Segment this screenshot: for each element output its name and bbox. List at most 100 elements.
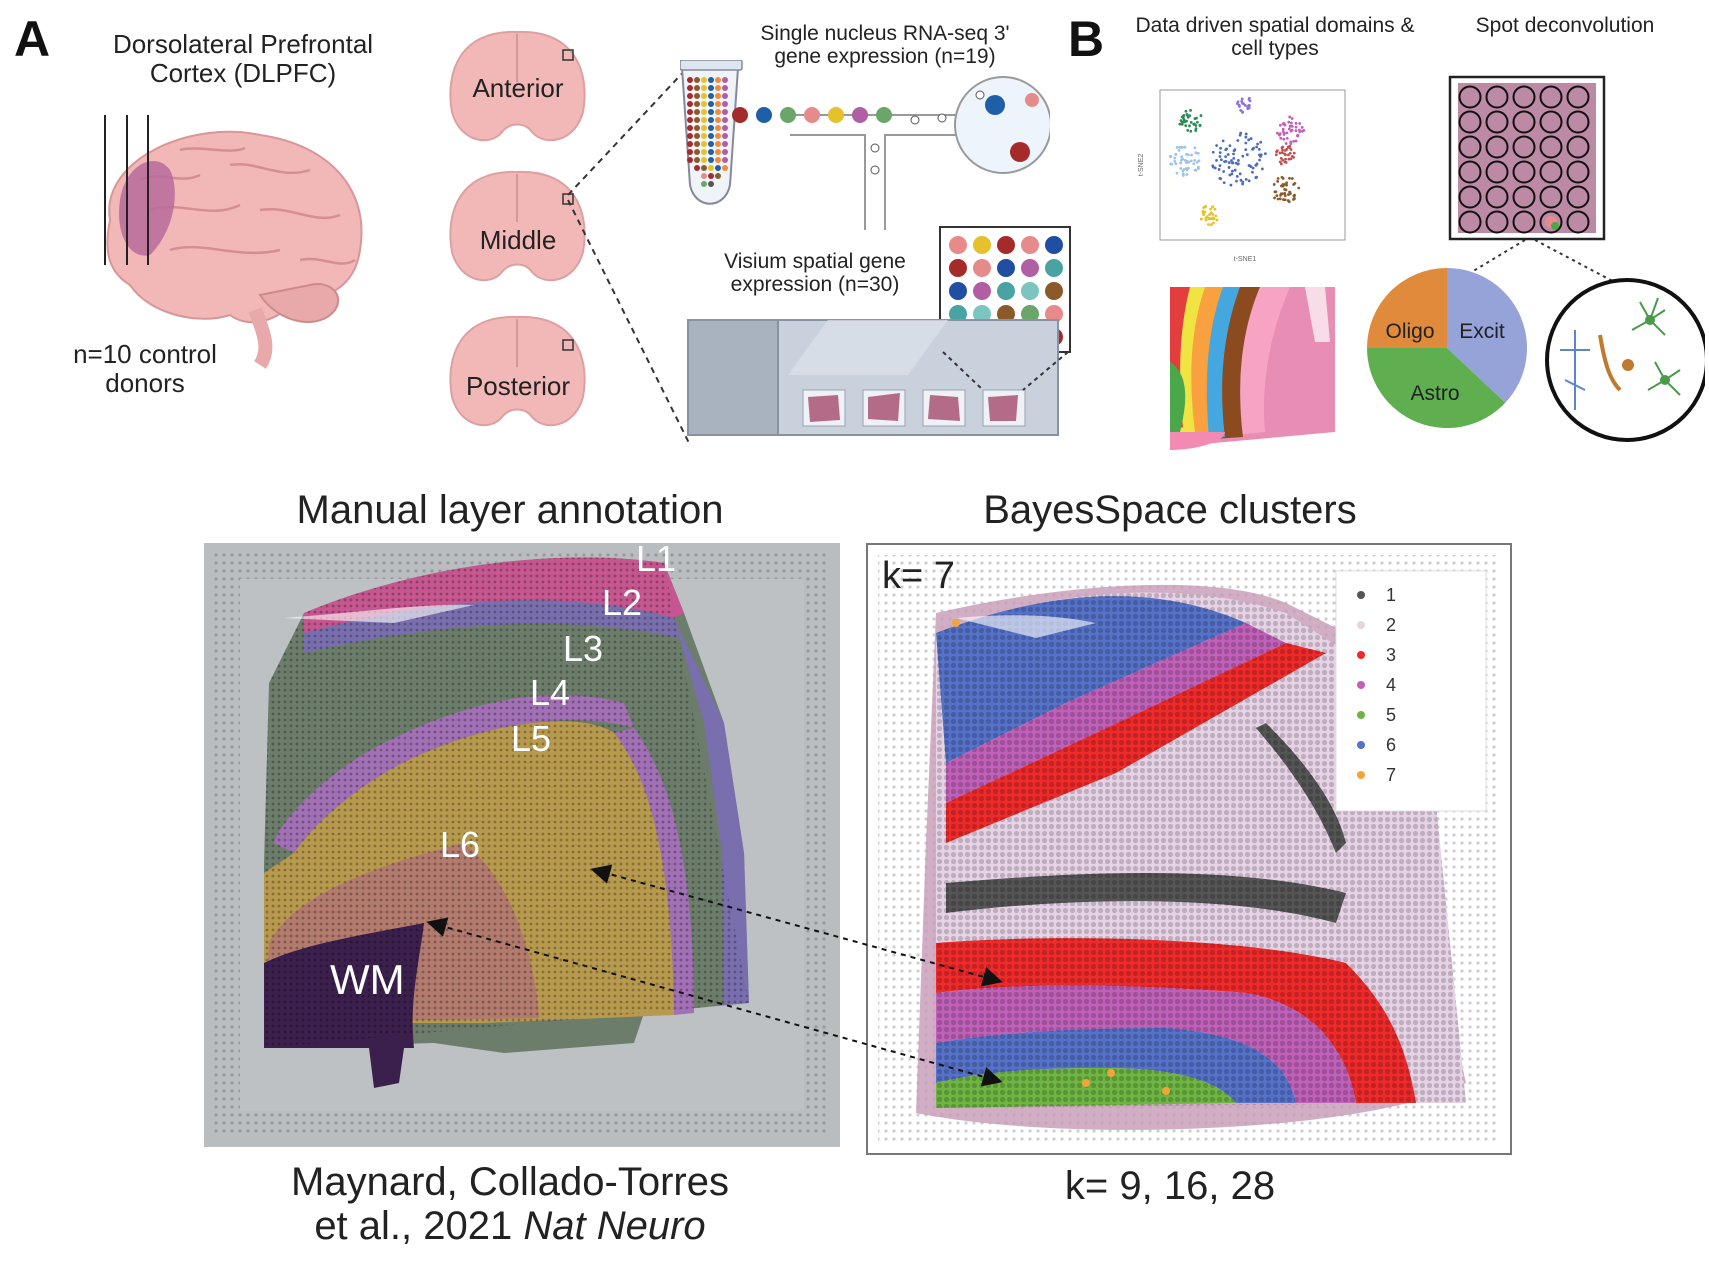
- tsne-point: [1235, 175, 1239, 178]
- deconv-spot: [1539, 210, 1563, 234]
- tsne-point: [1293, 181, 1297, 185]
- tsne-point: [1188, 114, 1192, 118]
- deconv-spot: [1566, 160, 1590, 184]
- tube-dot: [687, 101, 693, 107]
- tube-dot: [708, 181, 714, 187]
- correspondence-arrows: [426, 864, 1003, 1087]
- tube-dot: [694, 77, 700, 83]
- tube-dot: [694, 125, 700, 131]
- visium-spot: [949, 236, 967, 254]
- legend-swatch-6: [1357, 741, 1365, 749]
- tsne-point: [1204, 218, 1208, 222]
- visium-spot: [1021, 305, 1039, 323]
- empty-droplet: [870, 165, 880, 175]
- tube-dot: [701, 173, 707, 179]
- deconv-spot: [1566, 135, 1590, 159]
- tsne-point: [1178, 122, 1182, 126]
- tsne-point: [1254, 163, 1258, 167]
- tsne-point: [1209, 211, 1213, 215]
- tube-dot: [687, 149, 693, 155]
- tsne-point: [1203, 210, 1207, 214]
- droplet-dot: [828, 107, 844, 123]
- tsne-point: [1195, 160, 1199, 164]
- tsne-point: [1175, 145, 1179, 149]
- visium-spot: [997, 259, 1015, 277]
- tsne-point: [1223, 160, 1226, 164]
- deconv-spot: [1539, 160, 1563, 184]
- tsne-point: [1274, 153, 1278, 157]
- legend-swatch-3: [1357, 651, 1365, 659]
- manual-title: Manual layer annotation: [296, 488, 724, 532]
- tube-dot: [687, 141, 693, 147]
- tube-dot: [687, 77, 693, 83]
- tube-dot: [722, 133, 728, 139]
- tsne-point: [1193, 146, 1197, 150]
- tsne-point: [1244, 132, 1248, 136]
- tsne-point: [1288, 146, 1291, 149]
- tube-dot: [722, 85, 728, 91]
- tsne-point: [1225, 147, 1229, 151]
- tube-dot: [701, 165, 707, 171]
- tsne-point: [1275, 150, 1278, 154]
- tsne-point: [1179, 158, 1183, 162]
- tsne-point: [1276, 180, 1280, 183]
- tsne-point: [1185, 112, 1189, 116]
- tsne-point: [1248, 99, 1252, 103]
- pie-slice-excit: [1447, 268, 1527, 403]
- tsne-point: [1249, 137, 1253, 140]
- tube-dot: [701, 181, 707, 187]
- tube-dot: [687, 109, 693, 115]
- tsne-point: [1278, 197, 1282, 201]
- neuron-icon: [1560, 297, 1681, 410]
- visium-spot: [997, 236, 1015, 254]
- tsne-point: [1195, 116, 1198, 120]
- tsne-point: [1193, 159, 1196, 162]
- citation-journal: Nat Neuro: [523, 1204, 706, 1248]
- tube-dot: [722, 77, 728, 83]
- tsne-point: [1192, 162, 1196, 166]
- tsne-point: [1235, 179, 1238, 183]
- tsne-point: [1188, 124, 1191, 128]
- tsne-point: [1194, 169, 1198, 172]
- tsne-point: [1209, 223, 1213, 227]
- tsne-point: [1247, 106, 1251, 110]
- tsne-point: [1286, 199, 1290, 202]
- tsne-point: [1177, 148, 1181, 152]
- deconv-spot: [1566, 110, 1590, 134]
- tsne-point: [1175, 171, 1179, 175]
- tsne-point: [1186, 128, 1190, 132]
- deconv-spot: [1512, 85, 1536, 109]
- tsne-point: [1211, 164, 1215, 168]
- tsne-point: [1292, 155, 1295, 159]
- visium-spot: [973, 259, 991, 277]
- tsne-point: [1280, 151, 1284, 155]
- tsne-point: [1227, 161, 1231, 164]
- tube-dot: [694, 133, 700, 139]
- tsne-point: [1222, 181, 1226, 185]
- tsne-point: [1281, 148, 1284, 152]
- tsne-point: [1213, 207, 1217, 211]
- tsne-point: [1292, 194, 1296, 198]
- bayesspace-cluster-map: 1 2 3 4 5 6 7: [866, 543, 1512, 1155]
- tsne-point: [1302, 128, 1306, 132]
- section-zoom-lines: [567, 64, 691, 446]
- tsne-point: [1245, 153, 1249, 157]
- highlighted-spot-inner: [1551, 222, 1559, 230]
- tube-dot: [708, 109, 714, 115]
- tsne-point: [1244, 135, 1248, 139]
- tube-dot: [722, 93, 728, 99]
- tsne-point: [1289, 121, 1293, 125]
- deconv-spot: [1512, 210, 1536, 234]
- tsne-point: [1298, 122, 1302, 125]
- visium-title: Visium spatial gene expression (n=30): [724, 250, 906, 297]
- legend-swatch-4: [1357, 681, 1365, 689]
- pie-slice-astro: [1367, 348, 1506, 428]
- tsne-point: [1259, 140, 1263, 144]
- layer-label-l2: L2: [602, 582, 643, 623]
- tsne-point: [1215, 218, 1219, 222]
- deconv-spot: [1485, 185, 1509, 209]
- tsne-point: [1236, 159, 1240, 162]
- tsne-point: [1224, 155, 1228, 159]
- droplet-dot: [756, 107, 772, 123]
- section-label-middle: Middle: [479, 225, 557, 255]
